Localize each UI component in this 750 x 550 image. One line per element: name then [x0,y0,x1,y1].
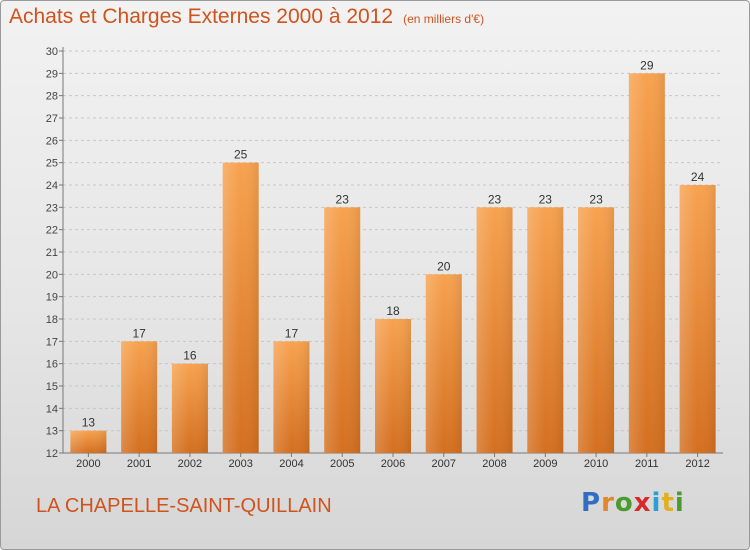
y-tick-label: 29 [46,68,58,80]
bar-shading [171,363,208,453]
bar-value-label: 23 [589,192,603,206]
x-tick-label: 2001 [127,458,151,470]
x-tick-label: 2010 [584,458,608,470]
x-tick-label: 2009 [533,458,557,470]
bar-shading [375,319,411,453]
x-tick-label: 2000 [76,458,100,470]
y-tick-label: 16 [46,359,58,371]
bar-value-label: 29 [640,58,654,72]
bar-value-label: 17 [285,326,299,340]
bar-value-label: 23 [539,192,553,206]
x-tick-label: 2002 [178,458,202,470]
bar-value-label: 23 [488,192,502,206]
logo-letter: i [651,488,662,518]
x-tick-label: 2003 [228,458,252,470]
bar-value-label: 25 [234,148,248,162]
y-tick-label: 15 [46,381,58,393]
bar-value-label: 20 [437,259,451,273]
bar-shading [70,430,107,453]
chart-title: Achats et Charges Externes 2000 à 2012 (e… [9,5,484,29]
x-tick-label: 2006 [381,458,405,470]
y-tick-label: 27 [46,113,58,125]
y-tick-label: 13 [46,426,58,438]
logo-letter: o [614,488,634,518]
x-tick-label: 2004 [279,458,303,470]
y-tick-label: 24 [46,180,58,192]
bar-value-label: 18 [386,304,400,318]
bar-value-label: 16 [183,349,197,363]
logo-letter: i [674,488,685,518]
y-tick-label: 21 [46,247,58,259]
y-tick-label: 30 [46,46,58,58]
x-tick-label: 2011 [635,458,659,470]
y-tick-label: 20 [46,269,58,281]
bars [70,73,716,453]
y-tick-label: 14 [46,403,58,415]
y-tick-label: 23 [46,202,58,214]
bar-shading [273,341,310,453]
y-tick-label: 25 [46,158,58,170]
y-tick-label: 12 [46,448,58,460]
bar-value-label: 13 [82,416,96,430]
bar-shading [121,341,158,453]
x-tick-label: 2007 [432,458,456,470]
y-tick-label: 18 [46,314,58,326]
bar-shading [222,162,259,453]
x-tick-label: 2005 [330,458,354,470]
y-tick-label: 26 [46,135,58,147]
logo-letter: x [633,488,652,518]
labels: 12 13 14 15 16 17 18 19 20 21 22 23 24 25 26 27 28 29 30 13… [46,46,710,470]
chart-unit: (en milliers d'€) [403,12,485,26]
bar-shading [527,207,564,453]
y-tick-label: 28 [46,91,58,103]
logo-letter: t [661,488,675,518]
bar-shading [578,207,615,453]
x-tick-label: 2012 [685,458,709,470]
logo-letter: r [601,488,615,518]
chart-title-text: Achats et Charges Externes 2000 à 2012 [9,5,394,28]
y-tick-label: 17 [46,336,58,348]
bar-value-label: 17 [132,326,146,340]
proxiti-logo: Proxiti [581,488,685,518]
bar-shading [425,274,462,453]
bar-shading [324,207,361,453]
commune-name: LA CHAPELLE-SAINT-QUILLAIN [36,495,332,517]
bar-shading [679,185,716,453]
bar-value-label: 23 [336,192,350,206]
bar-value-label: 24 [691,170,705,184]
y-tick-label: 22 [46,225,58,237]
bar-shading [628,73,665,453]
bar-shading [476,207,513,453]
x-tick-label: 2008 [482,458,506,470]
logo-letter: P [581,488,602,518]
y-tick-label: 19 [46,292,58,304]
